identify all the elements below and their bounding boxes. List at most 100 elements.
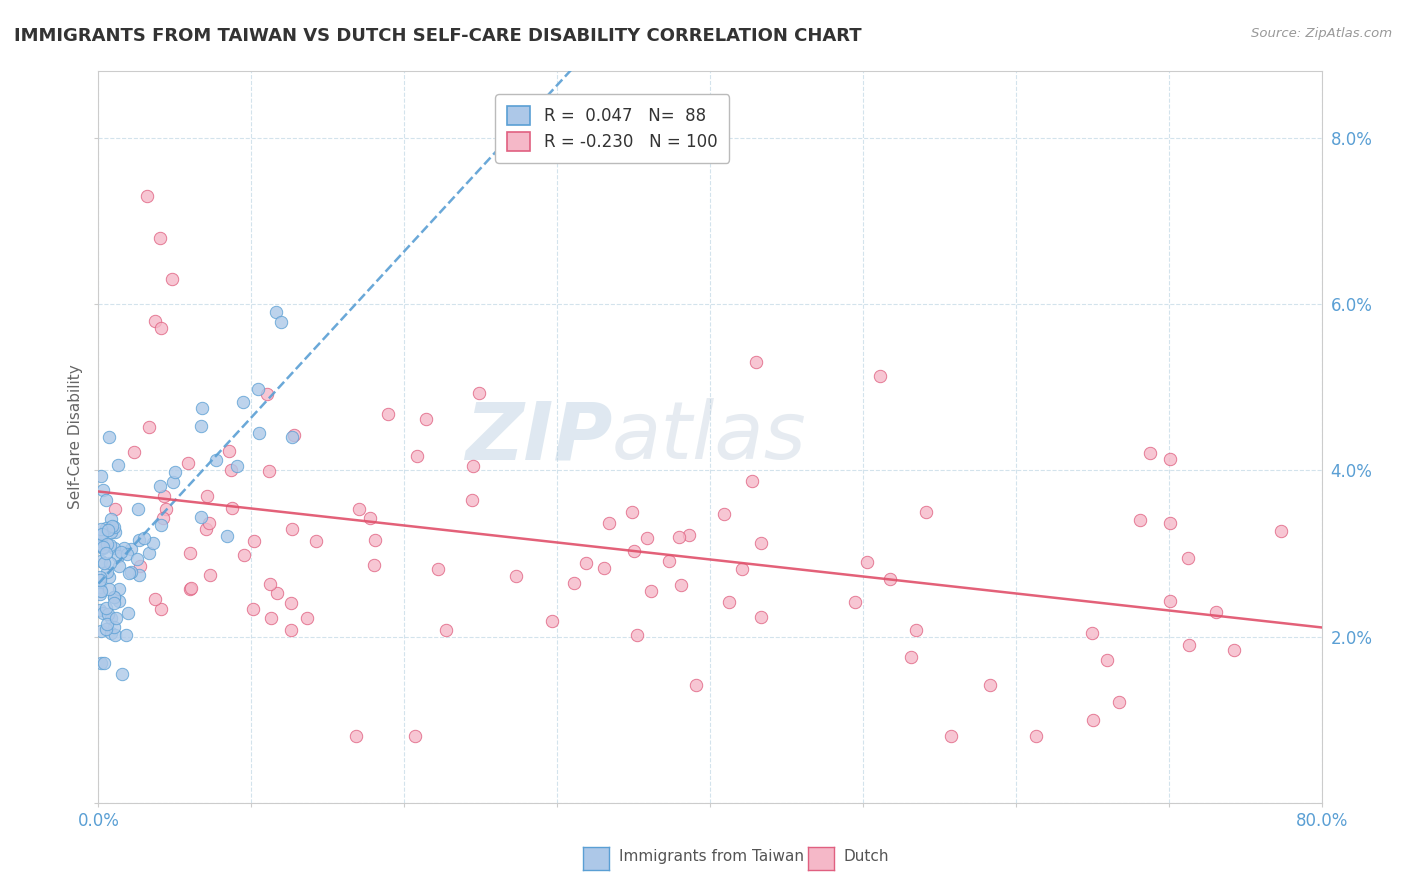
Point xyxy=(163,465,186,479)
Point xyxy=(280,624,302,638)
Point xyxy=(197,516,219,531)
Point xyxy=(190,419,212,434)
Point xyxy=(138,546,160,560)
Point xyxy=(377,407,399,421)
Point xyxy=(103,596,125,610)
Point xyxy=(190,509,212,524)
Point xyxy=(219,463,242,477)
Point xyxy=(685,678,707,692)
Point xyxy=(1129,513,1152,527)
Point xyxy=(745,355,768,369)
Point xyxy=(668,530,690,544)
Point xyxy=(260,611,283,625)
Point xyxy=(749,536,772,550)
Point xyxy=(180,582,202,596)
Point xyxy=(904,624,927,638)
Point xyxy=(128,559,150,574)
Point xyxy=(221,500,243,515)
Point xyxy=(671,578,693,592)
Point xyxy=(741,474,763,488)
Point xyxy=(108,558,131,573)
Point xyxy=(242,601,264,615)
Point xyxy=(257,465,280,479)
Point xyxy=(103,520,125,534)
Point xyxy=(233,548,256,562)
Point xyxy=(195,522,218,536)
Point xyxy=(191,401,214,416)
Point xyxy=(406,450,429,464)
Point xyxy=(467,386,489,401)
Point xyxy=(283,428,305,442)
Text: Immigrants from Taiwan: Immigrants from Taiwan xyxy=(619,849,804,863)
Point xyxy=(124,444,146,458)
Point xyxy=(118,566,141,580)
Point xyxy=(91,540,114,554)
Point xyxy=(939,729,962,743)
Point xyxy=(90,656,112,670)
Point xyxy=(160,272,183,286)
Point xyxy=(915,505,938,519)
Text: Dutch: Dutch xyxy=(844,849,889,863)
Point xyxy=(100,525,122,540)
Point xyxy=(678,528,700,542)
Text: Source: ZipAtlas.com: Source: ZipAtlas.com xyxy=(1251,27,1392,40)
Point xyxy=(179,546,201,560)
Point xyxy=(120,565,142,579)
Point xyxy=(89,528,111,542)
Point xyxy=(110,667,132,681)
Text: ZIP: ZIP xyxy=(465,398,612,476)
Point xyxy=(104,501,127,516)
Point xyxy=(94,546,117,560)
Point xyxy=(232,395,254,409)
Point xyxy=(143,592,166,607)
Point xyxy=(363,558,385,573)
Point xyxy=(98,430,121,444)
Point xyxy=(103,541,125,556)
Point xyxy=(1139,446,1161,460)
Point xyxy=(626,628,648,642)
Point xyxy=(150,321,173,335)
Point xyxy=(1081,626,1104,640)
Text: IMMIGRANTS FROM TAIWAN VS DUTCH SELF-CARE DISABILITY CORRELATION CHART: IMMIGRANTS FROM TAIWAN VS DUTCH SELF-CAR… xyxy=(14,27,862,45)
Point xyxy=(359,510,381,524)
Point xyxy=(149,230,172,244)
Point xyxy=(541,614,564,628)
Point xyxy=(97,523,120,537)
Point xyxy=(575,556,598,570)
Point xyxy=(900,649,922,664)
Point xyxy=(295,610,318,624)
Point xyxy=(562,576,585,591)
Point xyxy=(621,505,644,519)
Point xyxy=(89,587,111,601)
Point xyxy=(598,516,620,530)
Point xyxy=(195,489,218,503)
Point xyxy=(717,595,740,609)
Point xyxy=(91,606,114,620)
Point xyxy=(1177,551,1199,566)
Point xyxy=(96,607,118,621)
Point xyxy=(101,519,124,533)
Point xyxy=(94,622,117,636)
Point xyxy=(103,590,125,604)
Point xyxy=(226,458,249,473)
Point xyxy=(96,565,118,579)
Point xyxy=(100,512,122,526)
Point xyxy=(270,315,292,329)
Point xyxy=(162,475,184,490)
Point xyxy=(89,583,111,598)
Point xyxy=(142,535,165,549)
Point xyxy=(1108,695,1130,709)
Point xyxy=(89,573,111,587)
Point xyxy=(125,551,148,566)
Point xyxy=(256,387,278,401)
Point xyxy=(280,596,302,610)
Point xyxy=(363,533,385,547)
Point xyxy=(749,609,772,624)
Point xyxy=(266,585,288,599)
Point xyxy=(115,628,138,642)
Point xyxy=(103,620,125,634)
Point xyxy=(90,554,112,568)
Point xyxy=(97,570,120,584)
Point xyxy=(138,420,160,434)
Point xyxy=(344,729,367,743)
